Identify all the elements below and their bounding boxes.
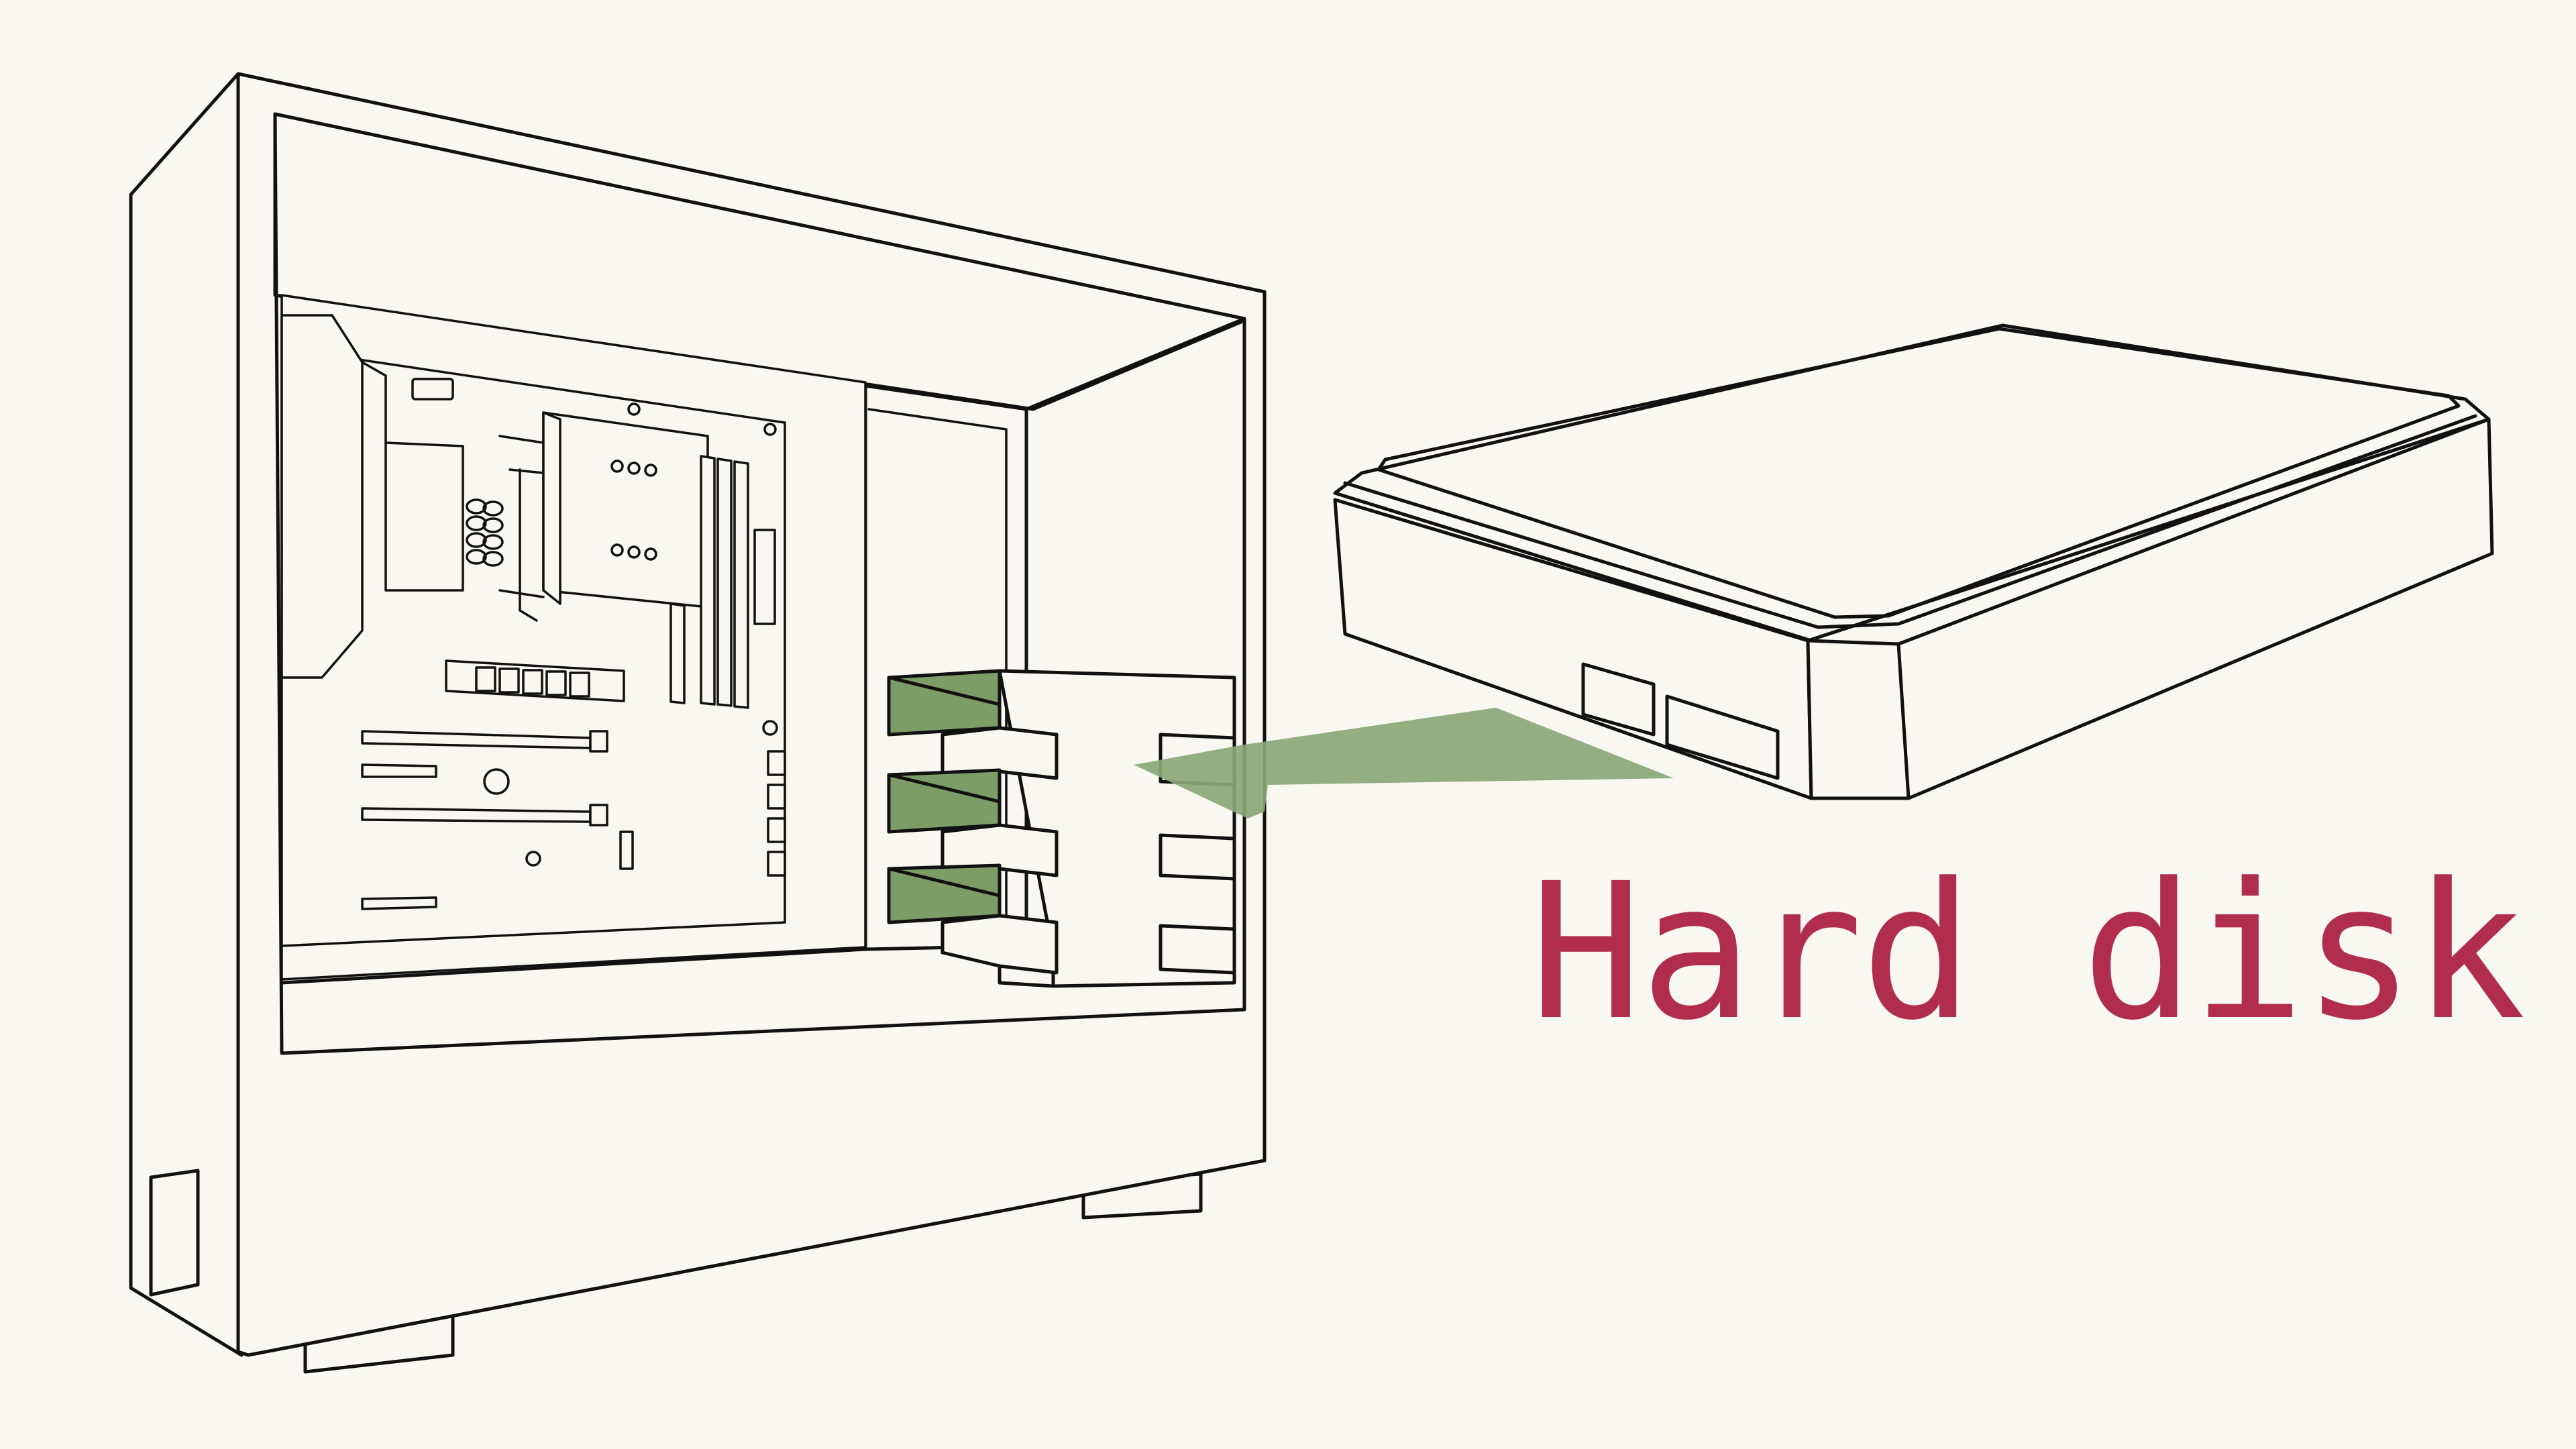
vrm-heatsink	[386, 443, 463, 590]
hard-disk-label: Hard disk	[1529, 859, 2523, 1046]
rear-io-shield	[282, 315, 362, 678]
motherboard-pcb	[282, 295, 865, 979]
chip-small	[413, 379, 453, 399]
case-side-edge	[131, 74, 241, 1355]
front-io-slot	[151, 1171, 198, 1295]
motherboard	[282, 295, 865, 979]
